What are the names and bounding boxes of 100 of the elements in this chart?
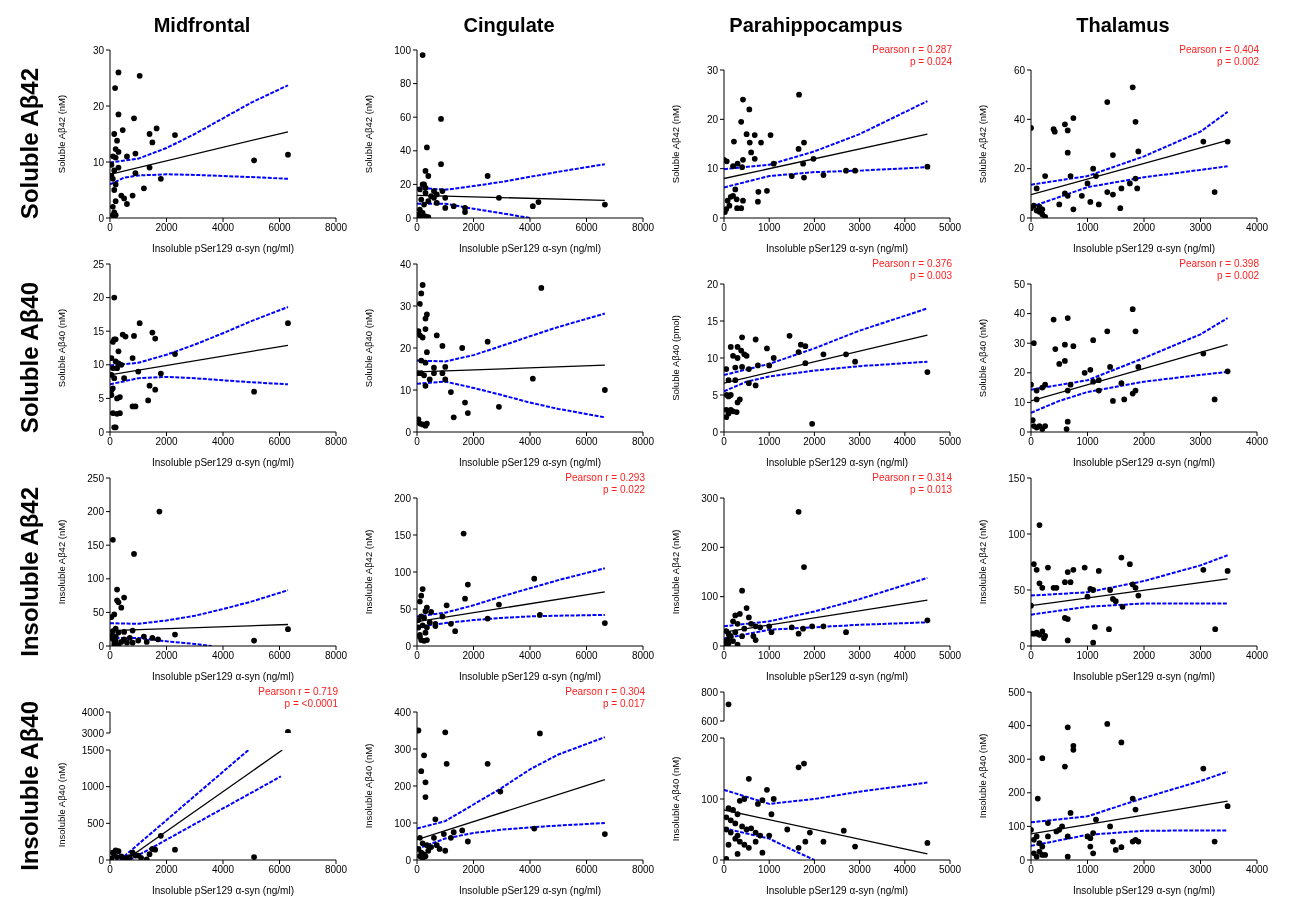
y-tick-label: 20 bbox=[706, 113, 719, 125]
y-tick-label: 100 bbox=[1008, 528, 1026, 540]
x-tick-label: 2000 bbox=[155, 650, 179, 662]
y-tick-label: 30 bbox=[1013, 337, 1026, 349]
y-axis-title: Soluble Aβ42 (nM) bbox=[670, 104, 682, 184]
y-tick-label: 0 bbox=[405, 640, 412, 652]
x-tick-label: 0 bbox=[414, 436, 421, 448]
y-axis-title: Insoluble Aβ40 (nM) bbox=[363, 743, 375, 829]
x-tick-label: 3000 bbox=[1189, 436, 1213, 448]
x-axis-title: Insoluble pSer129 α-syn (ng/ml) bbox=[152, 885, 294, 896]
x-axis-title: Insoluble pSer129 α-syn (ng/ml) bbox=[1073, 457, 1215, 468]
x-tick-label: 8000 bbox=[631, 222, 655, 234]
x-tick-label: 4000 bbox=[211, 222, 235, 234]
x-tick-label: 0 bbox=[107, 650, 114, 662]
x-tick-label: 0 bbox=[1028, 864, 1035, 876]
x-axis-title: Insoluble pSer129 α-syn (ng/ml) bbox=[766, 243, 908, 254]
x-tick-label: 5000 bbox=[938, 222, 962, 234]
y-tick-label: 200 bbox=[394, 492, 412, 504]
x-tick-label: 1000 bbox=[758, 864, 781, 876]
x-tick-label: 8000 bbox=[324, 864, 348, 876]
x-tick-label: 2000 bbox=[803, 650, 826, 662]
text: p = <0.0001 bbox=[283, 698, 338, 710]
x-axis-title: Insoluble pSer129 α-syn (ng/ml) bbox=[152, 243, 294, 254]
y-tick-label: 0 bbox=[405, 212, 412, 224]
x-tick-label: 4000 bbox=[518, 864, 542, 876]
y-axis-title: Insoluble Aβ40 (nM) bbox=[56, 762, 68, 848]
y-tick-label: 0 bbox=[405, 854, 412, 866]
x-tick-label: 4000 bbox=[893, 650, 917, 662]
x-tick-label: 2000 bbox=[462, 650, 486, 662]
y-tick-label: 0 bbox=[1019, 212, 1026, 224]
x-tick-label: 6000 bbox=[575, 864, 599, 876]
x-tick-label: 2000 bbox=[803, 436, 826, 448]
y-tick-label: 40 bbox=[1013, 113, 1026, 125]
y-tick-label: 5 bbox=[98, 392, 105, 404]
y-tick-label: 50 bbox=[92, 606, 105, 618]
y-tick-label: 100 bbox=[394, 44, 412, 56]
chart-title: Cingulate bbox=[462, 13, 556, 38]
x-tick-label: 0 bbox=[107, 436, 114, 448]
x-tick-label: 2000 bbox=[803, 222, 826, 234]
y-tick-label: 40 bbox=[399, 145, 412, 157]
x-tick-label: 4000 bbox=[518, 222, 542, 234]
x-axis-title: Insoluble pSer129 α-syn (ng/ml) bbox=[1073, 671, 1215, 682]
x-tick-label: 4000 bbox=[211, 436, 235, 448]
x-tick-label: 6000 bbox=[575, 650, 599, 662]
x-axis-title: Insoluble pSer129 α-syn (ng/ml) bbox=[459, 885, 601, 896]
x-tick-label: 4000 bbox=[211, 650, 235, 662]
x-axis-title: Insoluble pSer129 α-syn (ng/ml) bbox=[459, 243, 601, 254]
x-axis-title: Insoluble pSer129 α-syn (ng/ml) bbox=[459, 671, 601, 682]
x-tick-label: 6000 bbox=[268, 436, 292, 448]
y-tick-label: 100 bbox=[701, 591, 719, 603]
x-tick-label: 4000 bbox=[893, 864, 917, 876]
x-tick-label: 4000 bbox=[211, 864, 235, 876]
y-tick-label: 20 bbox=[706, 278, 719, 290]
y-tick-label: 10 bbox=[706, 163, 719, 175]
y-tick-label: 150 bbox=[394, 529, 412, 541]
text: p = 0.017 bbox=[602, 698, 645, 710]
y-tick-label: 400 bbox=[1008, 720, 1026, 732]
x-tick-label: 3000 bbox=[848, 650, 872, 662]
x-tick-label: 4000 bbox=[518, 650, 542, 662]
y-tick-label: 200 bbox=[394, 780, 412, 792]
x-tick-label: 3000 bbox=[1189, 222, 1213, 234]
y-tick-label: 0 bbox=[98, 426, 105, 438]
x-tick-label: 0 bbox=[721, 436, 728, 448]
x-tick-label: 0 bbox=[414, 650, 421, 662]
x-tick-label: 2000 bbox=[462, 436, 486, 448]
text: Soluble Aβ42 bbox=[16, 68, 44, 220]
y-tick-label: 10 bbox=[92, 156, 105, 168]
y-tick-label: 0 bbox=[712, 640, 719, 652]
chart-title: Midfrontal bbox=[152, 13, 252, 38]
x-tick-label: 8000 bbox=[631, 864, 655, 876]
y-tick-label: 300 bbox=[394, 743, 412, 755]
y-tick-label: 20 bbox=[1013, 367, 1026, 379]
y-tick-label: 150 bbox=[1008, 472, 1026, 484]
y-axis-title: Insoluble Aβ42 (nM) bbox=[363, 529, 375, 615]
x-axis-title: Insoluble pSer129 α-syn (ng/ml) bbox=[459, 457, 601, 468]
y-tick-label: 0 bbox=[1019, 640, 1026, 652]
y-tick-label: 400 bbox=[394, 706, 412, 718]
x-tick-label: 8000 bbox=[631, 650, 655, 662]
x-tick-label: 8000 bbox=[324, 650, 348, 662]
x-tick-label: 0 bbox=[107, 222, 114, 234]
y-tick-label: 20 bbox=[92, 292, 105, 304]
y-tick-label: 60 bbox=[1013, 64, 1026, 76]
text: p = 0.003 bbox=[909, 270, 952, 282]
x-tick-label: 2000 bbox=[1132, 650, 1156, 662]
y-axis-title: Soluble Aβ40 (pmol) bbox=[670, 315, 682, 401]
text: Pearson r = 0.314 bbox=[872, 472, 952, 484]
x-tick-label: 6000 bbox=[268, 650, 292, 662]
y-tick-label: 30 bbox=[92, 44, 105, 56]
text: Pearson r = 0.293 bbox=[565, 472, 645, 484]
y-axis-title: Soluble Aβ40 (nM) bbox=[363, 308, 375, 388]
y-tick-label: 20 bbox=[1013, 163, 1026, 175]
x-tick-label: 3000 bbox=[1189, 864, 1213, 876]
y-axis-title: Soluble Aβ40 (nM) bbox=[56, 308, 68, 388]
y-tick-label: 1000 bbox=[81, 781, 105, 793]
x-tick-label: 1000 bbox=[758, 650, 781, 662]
x-tick-label: 6000 bbox=[575, 436, 599, 448]
x-tick-label: 8000 bbox=[324, 436, 348, 448]
y-axis-title: Soluble Aβ40 (nM) bbox=[977, 318, 989, 398]
y-tick-label: 5 bbox=[712, 389, 719, 401]
x-tick-label: 6000 bbox=[575, 222, 599, 234]
